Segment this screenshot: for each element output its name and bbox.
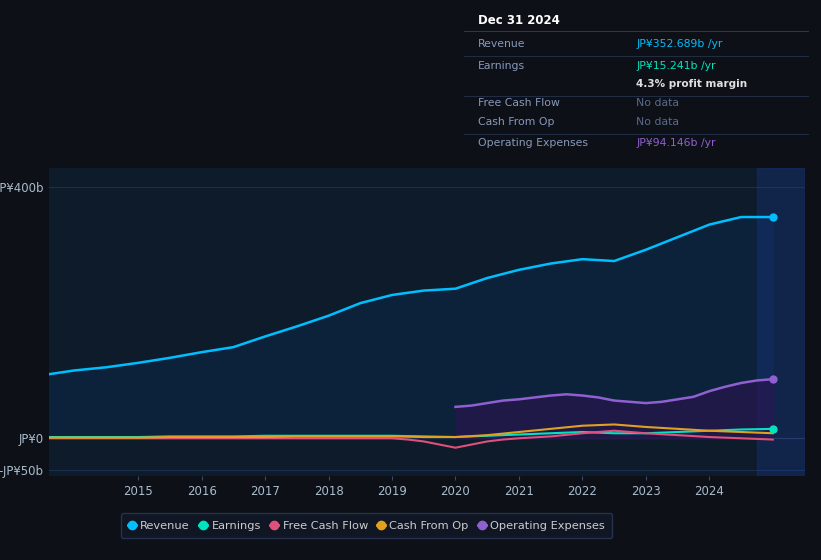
Bar (757, 168, 805, 476)
Text: Earnings: Earnings (478, 62, 525, 72)
Text: No data: No data (636, 118, 679, 127)
Text: Dec 31 2024: Dec 31 2024 (478, 13, 560, 26)
Text: No data: No data (636, 98, 679, 108)
Text: Revenue: Revenue (478, 39, 525, 49)
Text: Operating Expenses: Operating Expenses (478, 138, 588, 148)
Text: 4.3% profit margin: 4.3% profit margin (636, 79, 747, 89)
Text: JP¥94.146b /yr: JP¥94.146b /yr (636, 138, 716, 148)
Text: JP¥352.689b /yr: JP¥352.689b /yr (636, 39, 722, 49)
Text: JP¥15.241b /yr: JP¥15.241b /yr (636, 62, 716, 72)
Text: Free Cash Flow: Free Cash Flow (478, 98, 560, 108)
Text: Cash From Op: Cash From Op (478, 118, 554, 127)
Legend: Revenue, Earnings, Free Cash Flow, Cash From Op, Operating Expenses: Revenue, Earnings, Free Cash Flow, Cash … (121, 514, 612, 538)
